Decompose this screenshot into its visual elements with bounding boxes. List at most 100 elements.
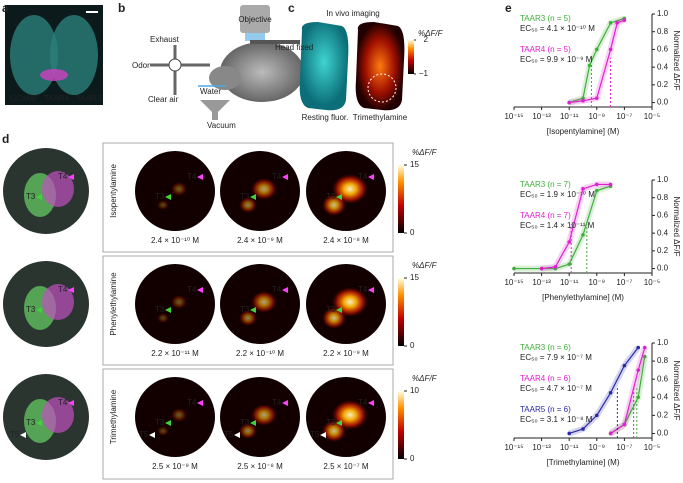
y-tick-label: 0.0 [657, 98, 669, 107]
legend-entry: TAAR5 (n = 6) [520, 405, 571, 414]
hot-spot [322, 194, 346, 216]
concentration-label: 2.5 × 10⁻⁷ M [323, 462, 368, 471]
roi-circle [367, 73, 397, 103]
colorbar-tick-label: 2 [424, 35, 429, 44]
channel-label: TAAR3 [76, 94, 102, 103]
series-name: TAAR4 [520, 45, 546, 54]
row-frame [102, 255, 394, 366]
marker-label: T4 [358, 285, 368, 294]
hot-spot [171, 408, 187, 422]
hot-spot [251, 291, 277, 313]
series-n: (n = 6) [547, 374, 571, 383]
data-point [642, 345, 647, 350]
marker-label: T3 [326, 192, 336, 201]
y-tick-label: 0.4 [657, 62, 669, 71]
hot-spot [239, 197, 257, 213]
colorbar-tick-label: 10 [410, 386, 419, 395]
series-name: TAAR3 [520, 343, 546, 352]
hot-spot [157, 426, 169, 436]
x-tick-label: 10⁻⁷ [616, 443, 632, 452]
y-axis-label: Normalized ΔF/F [672, 30, 681, 90]
data-point [608, 182, 613, 187]
marker-arrow [68, 174, 74, 180]
ec50-label: EC₅₀ = 1.9 × 10⁻¹⁰ M [520, 190, 595, 199]
x-tick-label: 10⁻¹⁵ [504, 278, 523, 287]
vacuum-funnel [200, 100, 230, 120]
fit-line [541, 183, 611, 270]
series-name: TAAR3 [520, 180, 546, 189]
series-n: (n = 6) [547, 343, 571, 352]
y-tick-label: 0.6 [657, 374, 669, 383]
response-image [355, 22, 405, 111]
data-point [595, 413, 599, 418]
marker-label: T3 [326, 305, 336, 314]
channel-label: TAAR4 [44, 94, 70, 103]
marker-arrow [68, 287, 74, 293]
marker-label: T4 [58, 285, 68, 294]
marker-arrow [336, 194, 342, 200]
series-n: (n = 5) [547, 14, 571, 23]
concentration-label: 2.2 × 10⁻¹⁰ M [236, 349, 284, 358]
marker-label: T3 [240, 305, 250, 314]
y-tick-label: 0.8 [657, 193, 669, 202]
x-tick-label: 10⁻¹¹ [560, 278, 579, 287]
x-axis-label: [Isopentylamine] (M) [547, 127, 620, 136]
x-tick-label: 10⁻⁵ [644, 278, 660, 287]
x-tick-label: 10⁻⁹ [589, 278, 606, 287]
marker-label: T5 [139, 430, 149, 439]
marker-label: T3 [26, 418, 36, 427]
marker-arrow [336, 307, 342, 313]
data-point [608, 21, 613, 25]
colorbar [398, 165, 404, 233]
data-point [595, 47, 599, 52]
marker-arrow [36, 194, 42, 200]
caption: Trimethylamine [353, 113, 408, 122]
panel-title: In vivo imaging [326, 9, 379, 18]
row-frame [102, 142, 394, 253]
colorbar-label: %ΔF/F [412, 374, 438, 383]
marker-label: T3 [240, 418, 250, 427]
series-n: (n = 7) [547, 211, 571, 220]
data-point [608, 431, 613, 436]
caption: Resting fluor. [302, 113, 349, 122]
y-tick-label: 0.0 [657, 429, 669, 438]
channel-label: GCaMP [10, 94, 38, 103]
data-point [608, 390, 613, 395]
image-blob [50, 15, 98, 95]
y-tick-label: 0.6 [657, 45, 669, 54]
colorbar-label: %ΔF/F [412, 261, 438, 270]
data-point [595, 96, 599, 100]
colorbar-tick-label: 15 [410, 273, 419, 282]
marker-arrow [320, 432, 326, 438]
odor-label: Phenylethylamine [109, 272, 118, 336]
marker-arrow [197, 400, 203, 406]
y-tick-label: 0.2 [657, 246, 669, 255]
marker-label: T3 [240, 192, 250, 201]
ec50-label: EC₅₀ = 1.4 × 10⁻¹¹ M [520, 221, 595, 230]
data-point [581, 96, 585, 100]
marker-arrow [336, 420, 342, 426]
marker-label: T4 [358, 398, 368, 407]
marker-arrow [368, 400, 374, 406]
marker-label: T4 [272, 172, 282, 181]
ec50-label: EC₅₀ = 9.9 × 10⁻⁹ M [520, 55, 593, 64]
row-frame [102, 368, 394, 480]
concentration-label: 2.4 × 10⁻⁸ M [323, 236, 369, 245]
data-point [608, 47, 613, 52]
diagram-label: Head fixed [275, 43, 313, 52]
fit-line [569, 347, 639, 435]
marker-label: T3 [155, 192, 165, 201]
marker-label: T3 [326, 418, 336, 427]
x-tick-label: 10⁻⁷ [616, 278, 632, 287]
series-n: (n = 6) [547, 405, 571, 414]
concentration-label: 2.4 × 10⁻⁹ M [237, 236, 283, 245]
legend-entry: TAAR4 (n = 6) [520, 374, 571, 383]
diagram-label: Odor [132, 61, 150, 70]
legend-entry: TAAR3 (n = 5) [520, 14, 571, 23]
legend-entry: TAAR3 (n = 7) [520, 180, 571, 189]
hot-spot [239, 310, 257, 326]
y-tick-label: 1.0 [657, 338, 669, 347]
diagram-label: Objective [238, 15, 272, 24]
marker-arrow [68, 400, 74, 406]
